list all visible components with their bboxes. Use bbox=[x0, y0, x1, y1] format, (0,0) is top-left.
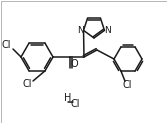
Text: N: N bbox=[77, 26, 84, 35]
Text: Cl: Cl bbox=[22, 79, 32, 89]
Text: Cl: Cl bbox=[1, 40, 11, 50]
Text: Cl: Cl bbox=[122, 80, 132, 90]
Text: N: N bbox=[104, 26, 111, 35]
Text: Cl: Cl bbox=[70, 99, 80, 109]
Text: H: H bbox=[64, 93, 72, 103]
Text: O: O bbox=[70, 59, 78, 69]
